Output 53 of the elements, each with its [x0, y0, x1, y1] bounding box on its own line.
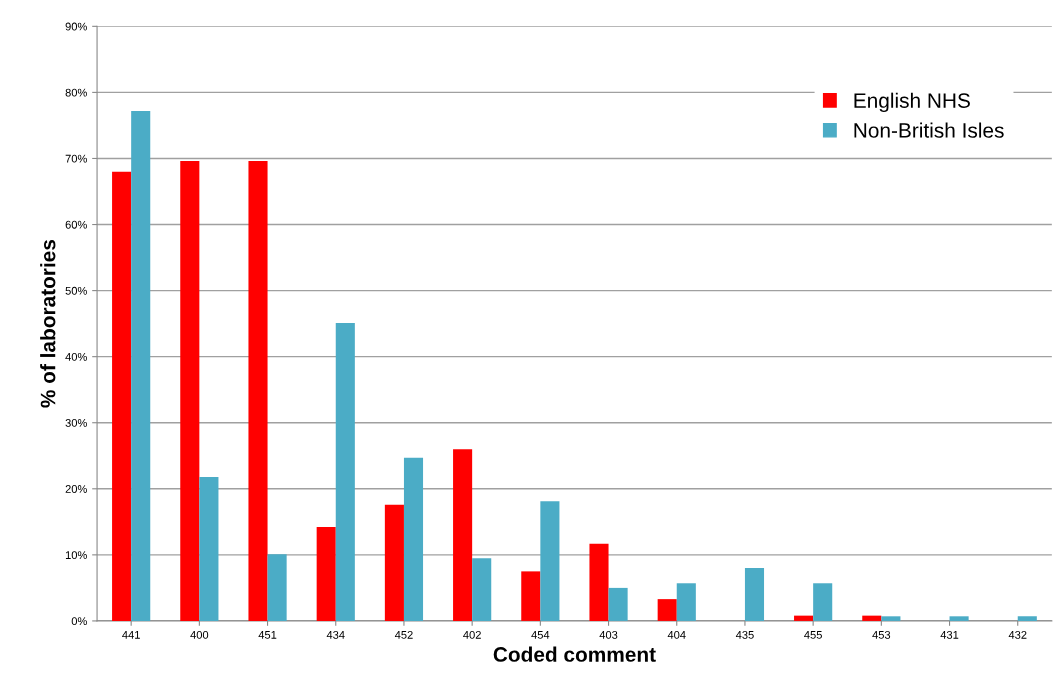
x-tick-label: 404 [667, 630, 686, 639]
x-tick-label: 455 [804, 631, 822, 639]
y-tick-label: 50% [65, 286, 87, 295]
bar [267, 554, 287, 621]
bar [862, 615, 882, 621]
bar [813, 583, 833, 621]
bar [335, 322, 355, 621]
x-tick-label: 451 [258, 631, 277, 639]
bar [384, 504, 404, 621]
y-tick-label: 90% [65, 22, 87, 31]
legend-label: English NHS [854, 92, 970, 113]
x-tick-label: 452 [394, 630, 413, 639]
bar [744, 568, 765, 621]
bar [608, 587, 628, 621]
bar [131, 110, 151, 621]
x-tick-label: 431 [940, 630, 959, 639]
bar [881, 616, 901, 621]
y-axis-title: % of laboratories [40, 239, 56, 408]
bar [540, 501, 560, 621]
bar [112, 171, 132, 621]
x-tick-label: 403 [599, 630, 618, 639]
bar [180, 161, 200, 621]
bar [676, 583, 696, 621]
x-tick-label: 432 [1008, 630, 1027, 639]
x-tick-label: 435 [735, 630, 754, 639]
x-tick-label: 453 [872, 630, 891, 639]
x-tick-label: 441 [122, 631, 140, 639]
x-axis-title: Coded comment [493, 646, 656, 662]
y-tick-label: 30% [65, 419, 87, 427]
x-tick-label: 402 [463, 630, 481, 639]
bar [453, 449, 473, 621]
y-tick-label: 40% [65, 352, 87, 361]
x-tick-label: 434 [326, 630, 345, 639]
bar [316, 527, 336, 621]
bar [949, 616, 969, 621]
y-tick-label: 10% [65, 551, 87, 559]
y-tick-label: 20% [65, 485, 87, 493]
x-tick-label: 400 [190, 630, 209, 639]
bar [199, 476, 219, 621]
bar [589, 543, 609, 621]
bar [248, 161, 268, 621]
bar [794, 615, 814, 621]
legend-label: Non-British Isles [854, 122, 1004, 138]
y-tick-label: 70% [65, 154, 87, 163]
bar [521, 571, 541, 621]
x-tick-label: 454 [531, 631, 550, 639]
bar [657, 599, 677, 621]
bar [472, 558, 492, 621]
bar [1017, 616, 1037, 621]
y-tick-label: 60% [65, 220, 87, 229]
y-tick-label: 80% [65, 88, 87, 97]
bar [403, 457, 424, 621]
y-tick-label: 0% [71, 617, 87, 626]
